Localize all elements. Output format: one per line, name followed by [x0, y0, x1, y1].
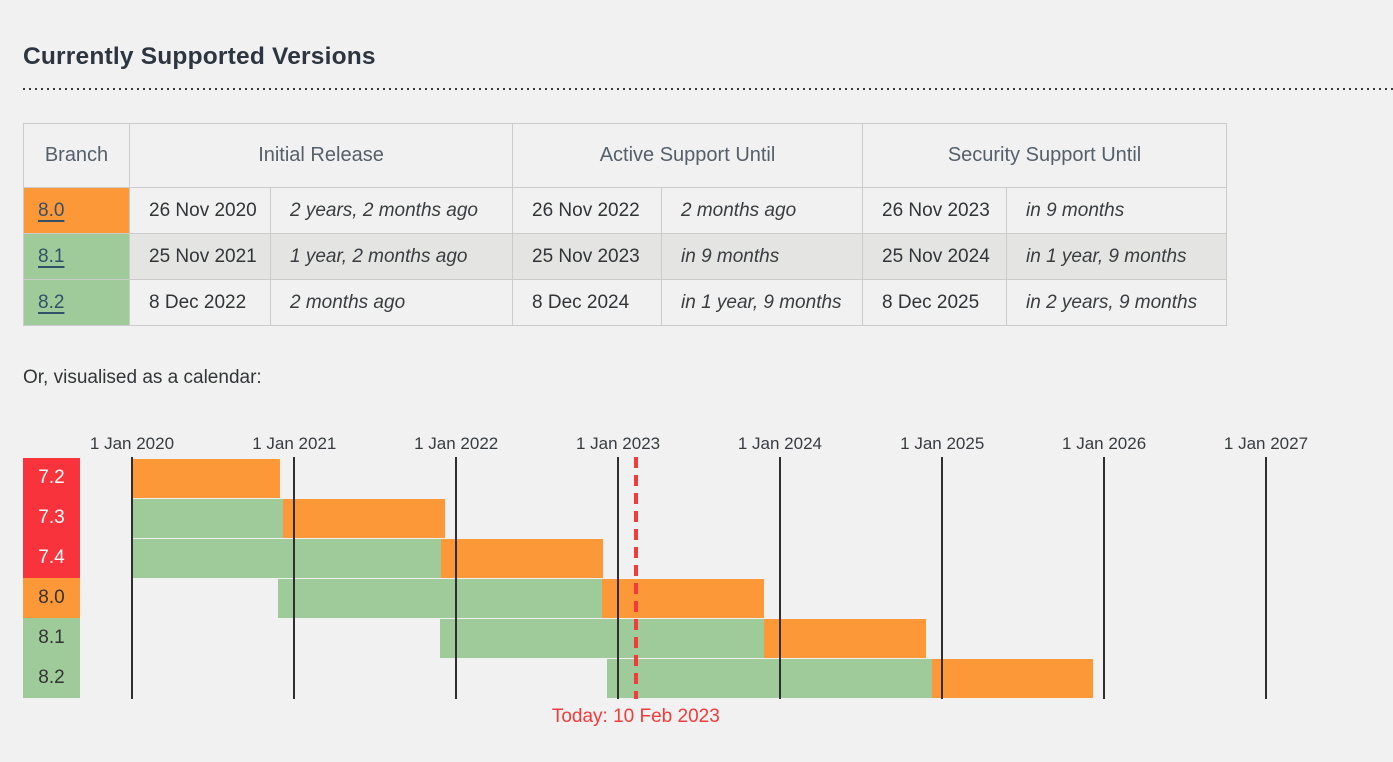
security-support-date: 8 Dec 2025 — [862, 279, 1008, 326]
chart-row-label-8-0: 8.0 — [23, 578, 80, 618]
initial-release-date: 8 Dec 2022 — [129, 279, 271, 326]
year-tick-label: 1 Jan 2024 — [737, 434, 822, 453]
support-bar-security — [602, 579, 764, 618]
column-header-initial-release: Initial Release — [129, 123, 513, 188]
chart-row-label-7-4: 7.4 — [23, 538, 80, 578]
branch-cell-8-0: 8.0 — [23, 187, 130, 234]
initial-release-relative: 1 year, 2 months ago — [270, 233, 513, 280]
security-support-relative: in 1 year, 9 months — [1006, 233, 1228, 280]
year-gridline — [131, 457, 133, 699]
support-bar-security — [441, 539, 603, 578]
page-title: Currently Supported Versions — [23, 43, 376, 70]
year-gridline — [1265, 457, 1267, 699]
active-support-date: 25 Nov 2023 — [512, 233, 662, 280]
support-bar-active — [607, 659, 932, 698]
year-gridline — [1103, 457, 1106, 699]
year-tick-label: 1 Jan 2023 — [575, 434, 661, 453]
year-gridline — [293, 457, 296, 699]
chart-row-label-8-1: 8.1 — [23, 618, 80, 658]
active-support-date: 8 Dec 2024 — [512, 279, 662, 326]
initial-release-date: 26 Nov 2020 — [129, 187, 271, 234]
calendar-caption: Or, visualised as a calendar: — [23, 367, 262, 388]
support-bar-active — [439, 619, 764, 658]
column-header-security-support: Security Support Until — [862, 123, 1228, 188]
supported-versions-page: Currently Supported Versions Branch Init… — [23, 42, 1393, 734]
initial-release-date: 25 Nov 2021 — [129, 233, 271, 280]
security-support-relative: in 2 years, 9 months — [1006, 279, 1228, 326]
supported-versions-table: Branch Initial Release Active Support Un… — [23, 123, 1228, 326]
initial-release-relative: 2 months ago — [270, 279, 513, 326]
year-tick-label: 1 Jan 2026 — [1062, 434, 1147, 453]
table-header-row: Branch Initial Release Active Support Un… — [23, 123, 1228, 188]
security-support-date: 26 Nov 2023 — [862, 187, 1008, 234]
chart-row-label-7-3: 7.3 — [23, 498, 80, 538]
year-gridline — [778, 457, 781, 699]
chart-row-label-8-2: 8.2 — [23, 658, 80, 698]
initial-release-relative: 2 years, 2 months ago — [270, 187, 513, 234]
branch-link-8-2[interactable]: 8.2 — [38, 291, 65, 313]
support-bar-active — [132, 499, 283, 538]
year-tick-label: 1 Jan 2022 — [414, 434, 499, 453]
column-header-active-support: Active Support Until — [511, 123, 864, 188]
branch-link-8-0[interactable]: 8.0 — [38, 199, 65, 221]
support-bar-security — [282, 499, 445, 538]
active-support-relative: in 9 months — [660, 233, 864, 280]
support-bar-security — [132, 459, 281, 498]
year-gridline — [617, 457, 620, 699]
year-gridline — [455, 457, 458, 699]
today-label: Today: 10 Feb 2023 — [551, 706, 720, 727]
column-header-branch: Branch — [23, 123, 130, 188]
year-tick-label: 1 Jan 2027 — [1223, 434, 1309, 453]
active-support-date: 26 Nov 2022 — [512, 187, 662, 234]
support-bar-security — [931, 659, 1094, 698]
security-support-relative: in 9 months — [1006, 187, 1228, 234]
branch-cell-8-2: 8.2 — [23, 279, 130, 326]
security-support-date: 25 Nov 2024 — [862, 233, 1008, 280]
branch-cell-8-1: 8.1 — [23, 233, 130, 280]
year-tick-label: 1 Jan 2025 — [900, 434, 985, 453]
table-row-8-1: 8.1 25 Nov 2021 1 year, 2 months ago 25 … — [23, 233, 1228, 280]
year-tick-label: 1 Jan 2021 — [252, 434, 337, 453]
chart-row-label-7-2: 7.2 — [23, 458, 80, 498]
dotted-divider — [23, 88, 1393, 90]
support-calendar-chart: 1 Jan 2020 1 Jan 2021 1 Jan 2022 1 Jan 2023… — [23, 434, 1393, 734]
branch-link-8-1[interactable]: 8.1 — [38, 245, 65, 267]
year-tick-label: 1 Jan 2020 — [89, 434, 175, 453]
page-header: Currently Supported Versions — [23, 42, 1393, 88]
year-gridline — [941, 457, 944, 699]
support-bar-active — [132, 539, 442, 578]
support-bar-active — [278, 579, 603, 618]
today-line — [633, 457, 638, 699]
active-support-relative: 2 months ago — [660, 187, 864, 234]
table-row-8-2: 8.2 8 Dec 2022 2 months ago 8 Dec 2024 i… — [23, 279, 1228, 326]
active-support-relative: in 1 year, 9 months — [660, 279, 864, 326]
table-row-8-0: 8.0 26 Nov 2020 2 years, 2 months ago 26… — [23, 187, 1228, 234]
support-bar-security — [763, 619, 926, 658]
